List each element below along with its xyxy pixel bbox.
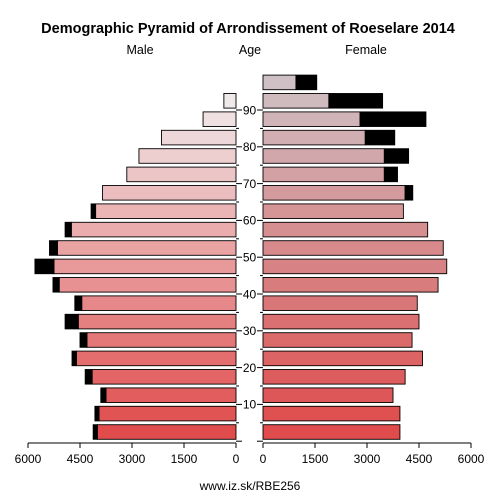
male-bar (161, 129, 237, 146)
male-x-tick-label: 1500 (171, 452, 198, 466)
age-tick-label: 70 (243, 177, 257, 191)
female-bar (262, 203, 404, 219)
male-excess-bar (52, 277, 60, 293)
age-label: Age (239, 43, 261, 57)
male-bar (102, 185, 237, 201)
chart-title: Demographic Pyramid of Arrondissement of… (41, 21, 455, 37)
male-bar (81, 295, 237, 311)
male-label: Male (126, 43, 153, 57)
female-bar (262, 74, 297, 91)
female-bar (262, 148, 385, 164)
male-x-tick-label: 4500 (67, 452, 94, 466)
female-bar (262, 93, 330, 109)
male-bar (91, 369, 237, 385)
male-bar (58, 277, 237, 293)
female-excess-bar (328, 93, 384, 109)
female-excess-bar (404, 185, 414, 201)
male-excess-bar (34, 258, 55, 275)
male-excess-bar (94, 405, 100, 422)
male-bar (76, 350, 237, 367)
male-bar (223, 93, 237, 109)
male-bar (105, 387, 237, 403)
male-x-tick-label: 3000 (119, 452, 146, 466)
female-bar (262, 129, 366, 146)
female-excess-bar (364, 129, 396, 146)
female-x-tick-label: 6000 (458, 452, 485, 466)
male-bar (95, 203, 237, 219)
female-bar (262, 424, 401, 440)
female-excess-bar (383, 166, 398, 183)
male-bar (70, 221, 237, 238)
female-x-tick-label: 0 (260, 452, 267, 466)
male-excess-bar (49, 240, 58, 256)
age-tick-label: 40 (243, 287, 257, 301)
female-bar (262, 258, 448, 275)
female-excess-bar (359, 111, 427, 127)
male-bars (34, 93, 237, 440)
male-x-tick-label: 0 (233, 452, 240, 466)
male-excess-bar (64, 313, 79, 330)
female-excess-bar (295, 74, 318, 91)
male-excess-bar (100, 387, 107, 403)
age-tick-label: 90 (243, 103, 257, 117)
source-footnote: www.iz.sk/RBE256 (199, 479, 301, 493)
male-excess-bar (64, 221, 72, 238)
female-bar (262, 295, 418, 311)
male-excess-bar (79, 332, 88, 348)
female-bar (262, 166, 385, 183)
female-x-tick-label: 1500 (302, 452, 329, 466)
female-x-tick-label: 3000 (354, 452, 381, 466)
age-tick-label: 80 (243, 140, 257, 154)
female-bar (262, 240, 444, 256)
male-bar (86, 332, 237, 348)
male-bar (77, 313, 237, 330)
male-bar (138, 148, 237, 164)
age-tick-label: 10 (243, 398, 257, 412)
female-label: Female (345, 43, 387, 57)
age-tick-label: 20 (243, 361, 257, 375)
male-bar (96, 424, 237, 440)
male-excess-bar (90, 203, 97, 219)
female-bar (262, 387, 394, 403)
female-bar (262, 277, 439, 293)
female-bar (262, 221, 429, 238)
male-bar (126, 166, 237, 183)
age-tick-label: 60 (243, 214, 257, 228)
male-excess-bar (74, 295, 83, 311)
female-bar (262, 405, 401, 422)
male-x-tick-label: 6000 (15, 452, 42, 466)
age-tick-label: 30 (243, 324, 257, 338)
male-bar (57, 240, 237, 256)
female-bar (262, 185, 406, 201)
female-bar (262, 350, 423, 367)
male-excess-bar (71, 350, 77, 367)
axes: 0 0 1500 1500 3000 3000 4500 4500 6000 6000 10 20 30… (15, 103, 485, 466)
male-bar (98, 405, 237, 422)
female-x-tick-label: 4500 (406, 452, 433, 466)
male-bar (202, 111, 237, 127)
male-excess-bar (84, 369, 93, 385)
female-bar (262, 111, 361, 127)
male-excess-bar (92, 424, 98, 440)
male-bar (53, 258, 237, 275)
female-excess-bar (383, 148, 410, 164)
female-bar (262, 369, 406, 385)
female-bar (262, 313, 420, 330)
age-tick-label: 50 (243, 251, 257, 265)
female-bar (262, 332, 413, 348)
female-bars (262, 74, 448, 440)
